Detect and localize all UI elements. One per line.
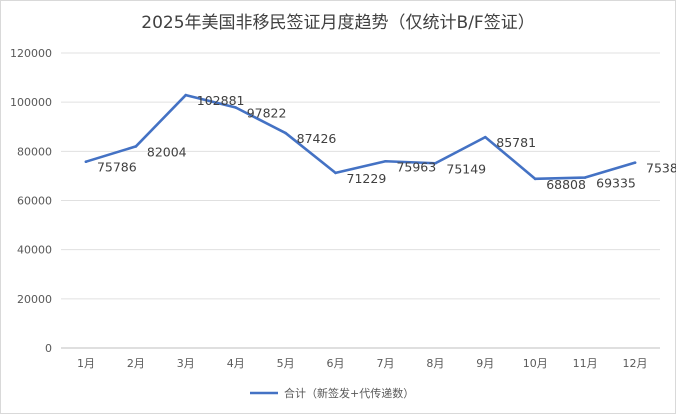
y-tick-label: 40000	[17, 244, 52, 257]
series-lines	[84, 93, 637, 181]
data-label: 69335	[596, 176, 636, 191]
y-tick-label: 60000	[17, 195, 52, 208]
x-axis-tick-labels: 1月 2月 3月 4月 5月 6月 7月 8月 9月 10月 11月 12月	[77, 357, 648, 370]
y-tick-label: 120000	[10, 47, 52, 60]
data-label: 97822	[247, 106, 287, 121]
data-point	[284, 131, 287, 135]
y-tick-label: 80000	[17, 145, 52, 158]
y-tick-label: 20000	[17, 293, 52, 306]
x-tick-label: 7月	[376, 357, 394, 370]
x-tick-label: 6月	[327, 357, 345, 370]
x-tick-label: 2月	[127, 357, 145, 370]
y-axis-tick-labels: 0 20000 40000 60000 80000 100000 120000	[10, 47, 52, 355]
x-tick-label: 4月	[227, 357, 245, 370]
data-point	[384, 159, 387, 163]
data-label: 75384	[646, 161, 676, 176]
data-point	[533, 177, 537, 181]
data-point	[234, 106, 238, 109]
data-label: 82004	[147, 144, 187, 159]
data-point	[184, 93, 188, 97]
data-label: 75963	[396, 159, 436, 174]
x-tick-label: 3月	[177, 357, 195, 370]
data-label: 75149	[446, 161, 486, 176]
data-point	[583, 176, 587, 179]
gridlines	[61, 52, 660, 349]
x-tick-label: 1月	[77, 357, 95, 370]
x-tick-label: 5月	[277, 357, 295, 370]
data-point	[84, 160, 88, 163]
data-point	[134, 145, 138, 148]
data-label: 87426	[297, 131, 337, 146]
data-point	[334, 171, 337, 175]
series-line	[84, 93, 637, 181]
legend-label: 合计（新签发+代传递数）	[284, 386, 414, 400]
x-tick-label: 11月	[573, 357, 598, 370]
legend: 合计（新签发+代传递数）	[250, 386, 414, 400]
chart-title: 2025年美国非移民签证月度趋势（仅统计B/F签证）	[141, 13, 534, 33]
x-tick-label: 9月	[476, 357, 494, 370]
data-point	[434, 161, 437, 165]
data-label: 71229	[347, 171, 387, 186]
x-tick-label: 10月	[523, 357, 548, 370]
x-tick-label: 8月	[426, 357, 444, 370]
data-label: 85781	[496, 135, 536, 150]
data-point	[483, 135, 487, 139]
y-tick-label: 0	[45, 342, 52, 355]
data-point	[633, 161, 637, 164]
data-label: 68808	[546, 177, 586, 192]
y-tick-label: 100000	[10, 96, 52, 109]
data-label: 102881	[197, 93, 245, 108]
x-tick-label: 12月	[623, 357, 648, 370]
data-label: 75786	[97, 160, 137, 175]
